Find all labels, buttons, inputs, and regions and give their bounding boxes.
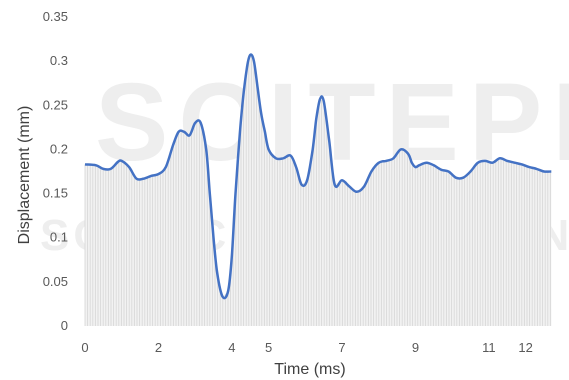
y-tick-label: 0.35 (43, 9, 68, 24)
series-line (84, 53, 552, 300)
y-axis-label: Displacement (mm) (16, 106, 33, 245)
x-tick-label: 9 (412, 340, 419, 355)
y-tick-label: 0.05 (43, 274, 68, 289)
y-tick-label: 0.15 (43, 186, 68, 201)
x-tick-label: 2 (155, 340, 162, 355)
y-tick-label: 0 (61, 318, 68, 333)
x-tick-label: 5 (265, 340, 272, 355)
y-tick-label: 0.1 (50, 230, 68, 245)
x-tick-label: 12 (518, 340, 532, 355)
x-axis-label: Time (ms) (274, 361, 345, 378)
y-axis-ticks: 0 0.05 0.1 0.15 0.2 0.25 0.3 0.35 (43, 9, 68, 333)
y-tick-label: 0.2 (50, 141, 68, 156)
y-tick-label: 0.25 (43, 97, 68, 112)
y-tick-label: 0.3 (50, 53, 68, 68)
x-axis-ticks: 0 2 4 5 7 9 11 12 (81, 340, 532, 355)
x-tick-label: 0 (81, 340, 88, 355)
x-tick-label: 11 (482, 340, 496, 355)
area-drop-lines (84, 56, 551, 326)
x-tick-label: 4 (228, 340, 235, 355)
x-tick-label: 7 (338, 340, 345, 355)
